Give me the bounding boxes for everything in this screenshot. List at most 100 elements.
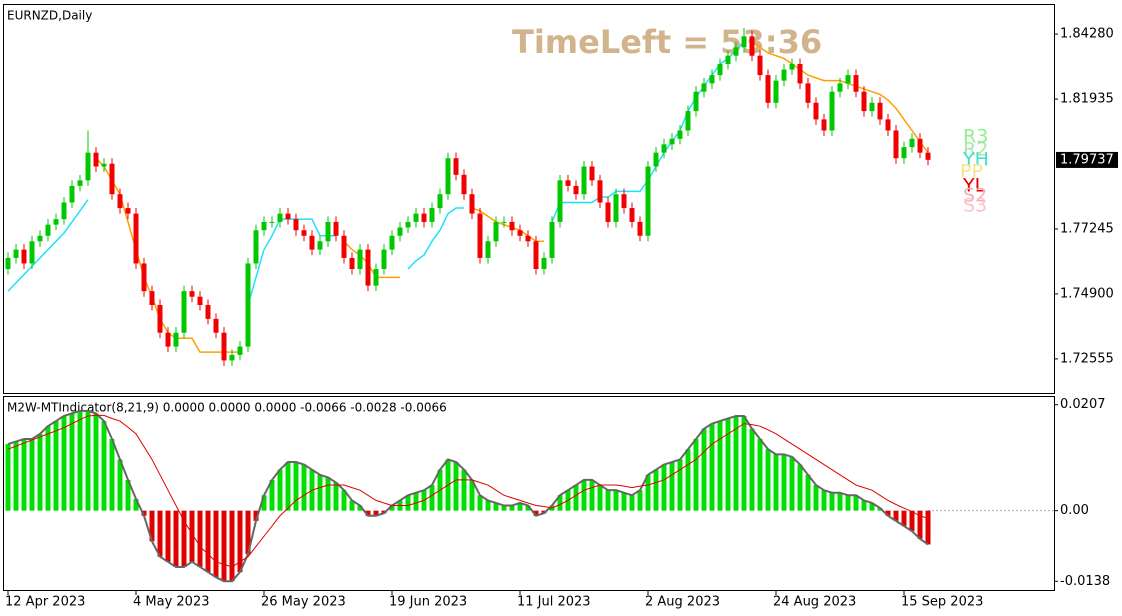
y-tick-label: 1.77245: [1060, 221, 1114, 236]
candle-body: [397, 227, 403, 236]
histogram-bar: [669, 462, 675, 511]
candle-body: [677, 130, 683, 139]
candle-body: [437, 194, 443, 209]
candle-body: [877, 102, 883, 120]
histogram-bar: [253, 510, 259, 521]
candle-body: [621, 194, 627, 209]
candle-body: [181, 291, 187, 333]
pivot-label: R2: [963, 139, 988, 161]
histogram-bar: [213, 510, 219, 578]
x-tick-label: 26 May 2023: [261, 595, 346, 610]
histogram-bar: [117, 459, 123, 511]
candle-body: [5, 257, 11, 270]
trend-line: [7, 41, 745, 306]
histogram-bar: [725, 418, 731, 511]
candle-body: [205, 305, 211, 319]
y-tick-label: 1.81935: [1060, 92, 1114, 107]
histogram-bar: [869, 502, 875, 511]
histogram-bar: [685, 449, 691, 511]
candle-body: [781, 69, 787, 81]
y-tick-label: -0.0138: [1060, 574, 1110, 589]
histogram-bar: [637, 490, 643, 511]
pivot-label: YH: [962, 149, 989, 171]
histogram-bar: [373, 510, 379, 516]
main-panel: [3, 4, 1055, 394]
histogram-bar: [773, 454, 779, 511]
candle-body: [109, 163, 115, 195]
candle-body: [341, 235, 347, 258]
candle-body: [317, 241, 323, 250]
candle-body: [821, 119, 827, 131]
candle-body: [517, 230, 523, 236]
histogram-bar: [21, 438, 27, 511]
histogram-bar: [229, 510, 235, 582]
chart-title: EURNZD,Daily: [7, 9, 92, 23]
histogram-outline: [7, 409, 929, 583]
histogram-bar: [317, 474, 323, 511]
signal-line: [7, 414, 929, 568]
candle-body: [133, 213, 139, 264]
histogram-bar: [821, 490, 827, 511]
indicator-panel: [3, 396, 1055, 591]
histogram-bar: [605, 490, 611, 511]
histogram-bar: [365, 510, 371, 516]
histogram-bar: [501, 505, 507, 511]
histogram-bar: [349, 500, 355, 511]
candle-body: [221, 332, 227, 361]
candle-body: [173, 332, 179, 347]
candle-body: [581, 166, 587, 195]
candle-body: [477, 213, 483, 258]
histogram-bar: [285, 462, 291, 511]
candle-body: [389, 235, 395, 250]
histogram-bar: [261, 495, 267, 511]
histogram-bar: [189, 510, 195, 562]
candle-body: [733, 47, 739, 56]
x-tick-label: 4 May 2023: [133, 595, 210, 610]
histogram-bar: [149, 510, 155, 542]
candle-body: [533, 241, 539, 270]
histogram-bar: [517, 502, 523, 511]
candle-body: [237, 346, 243, 355]
candle-body: [325, 221, 331, 242]
histogram-bar: [69, 413, 75, 511]
histogram-bar: [277, 469, 283, 511]
candle-body: [501, 221, 507, 223]
histogram-bar: [829, 492, 835, 511]
histogram-bar: [453, 462, 459, 511]
candle-body: [365, 249, 371, 286]
candle-body: [493, 221, 499, 242]
histogram-bar: [469, 479, 475, 511]
histogram-bar: [341, 490, 347, 511]
candle-body: [749, 36, 755, 56]
histogram-bar: [389, 505, 395, 511]
candle-body: [421, 213, 427, 222]
candle-body: [45, 224, 51, 236]
candle-body: [613, 194, 619, 222]
candle-body: [357, 249, 363, 270]
candle-body: [381, 249, 387, 270]
candle-body: [485, 241, 491, 258]
candle-body: [61, 202, 67, 220]
y-tick-label: 1.72555: [1060, 351, 1114, 366]
candle-body: [285, 213, 291, 220]
candle-body: [429, 208, 435, 222]
candle-body: [845, 75, 851, 84]
x-tick-label: 24 Aug 2023: [773, 595, 856, 610]
candle-body: [893, 130, 899, 159]
candle-body: [885, 119, 891, 131]
candle-body: [469, 194, 475, 214]
candle-body: [741, 36, 747, 48]
candle-body: [789, 64, 795, 70]
histogram-bar: [717, 421, 723, 511]
histogram-bar: [325, 477, 331, 511]
candle-body: [77, 180, 83, 186]
histogram-bar: [357, 505, 363, 511]
candle-body: [837, 83, 843, 92]
candle-body: [229, 354, 235, 361]
candle-body: [101, 163, 107, 167]
histogram-bar: [5, 444, 11, 511]
candle-body: [909, 138, 915, 148]
candle-body: [197, 296, 203, 306]
